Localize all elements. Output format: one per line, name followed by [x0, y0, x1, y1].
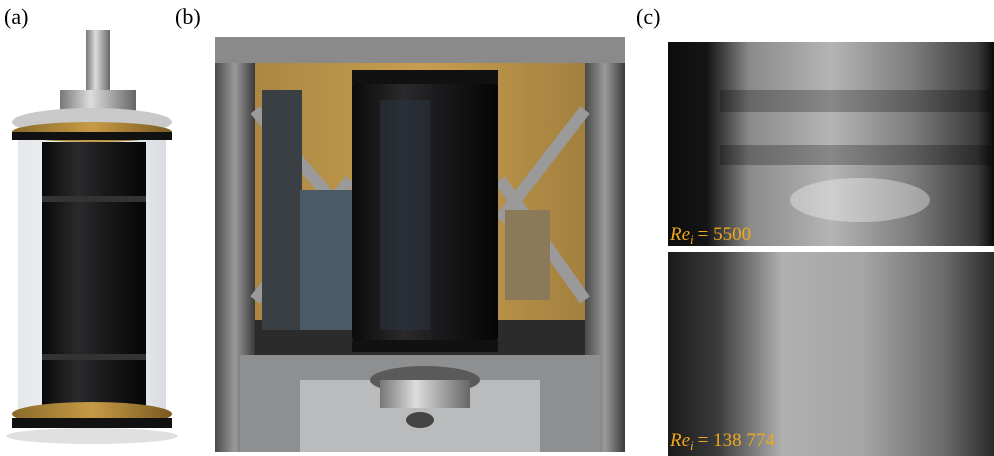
panel-label: (b)	[175, 4, 201, 29]
text-part: i	[690, 232, 694, 247]
panel-label: (c)	[636, 4, 660, 29]
annotation: Rei = 5500	[669, 224, 751, 247]
text-part: Re	[669, 430, 690, 451]
panel-b-photo	[215, 37, 625, 452]
panel-c-images: Rei= 5500 Rei= 138 774	[668, 42, 994, 456]
text-part: = 138 774	[698, 430, 776, 451]
figure: Rei= 5500 Rei= 138 774 (a) (b) (c)	[0, 0, 994, 456]
text-part: i	[690, 438, 694, 453]
text-part: Re	[669, 224, 690, 245]
panel-a-illustration	[6, 30, 178, 444]
text-part: = 5500	[698, 224, 751, 245]
annotation: Rei = 138 774	[669, 430, 775, 453]
panel-label: (a)	[4, 4, 28, 29]
